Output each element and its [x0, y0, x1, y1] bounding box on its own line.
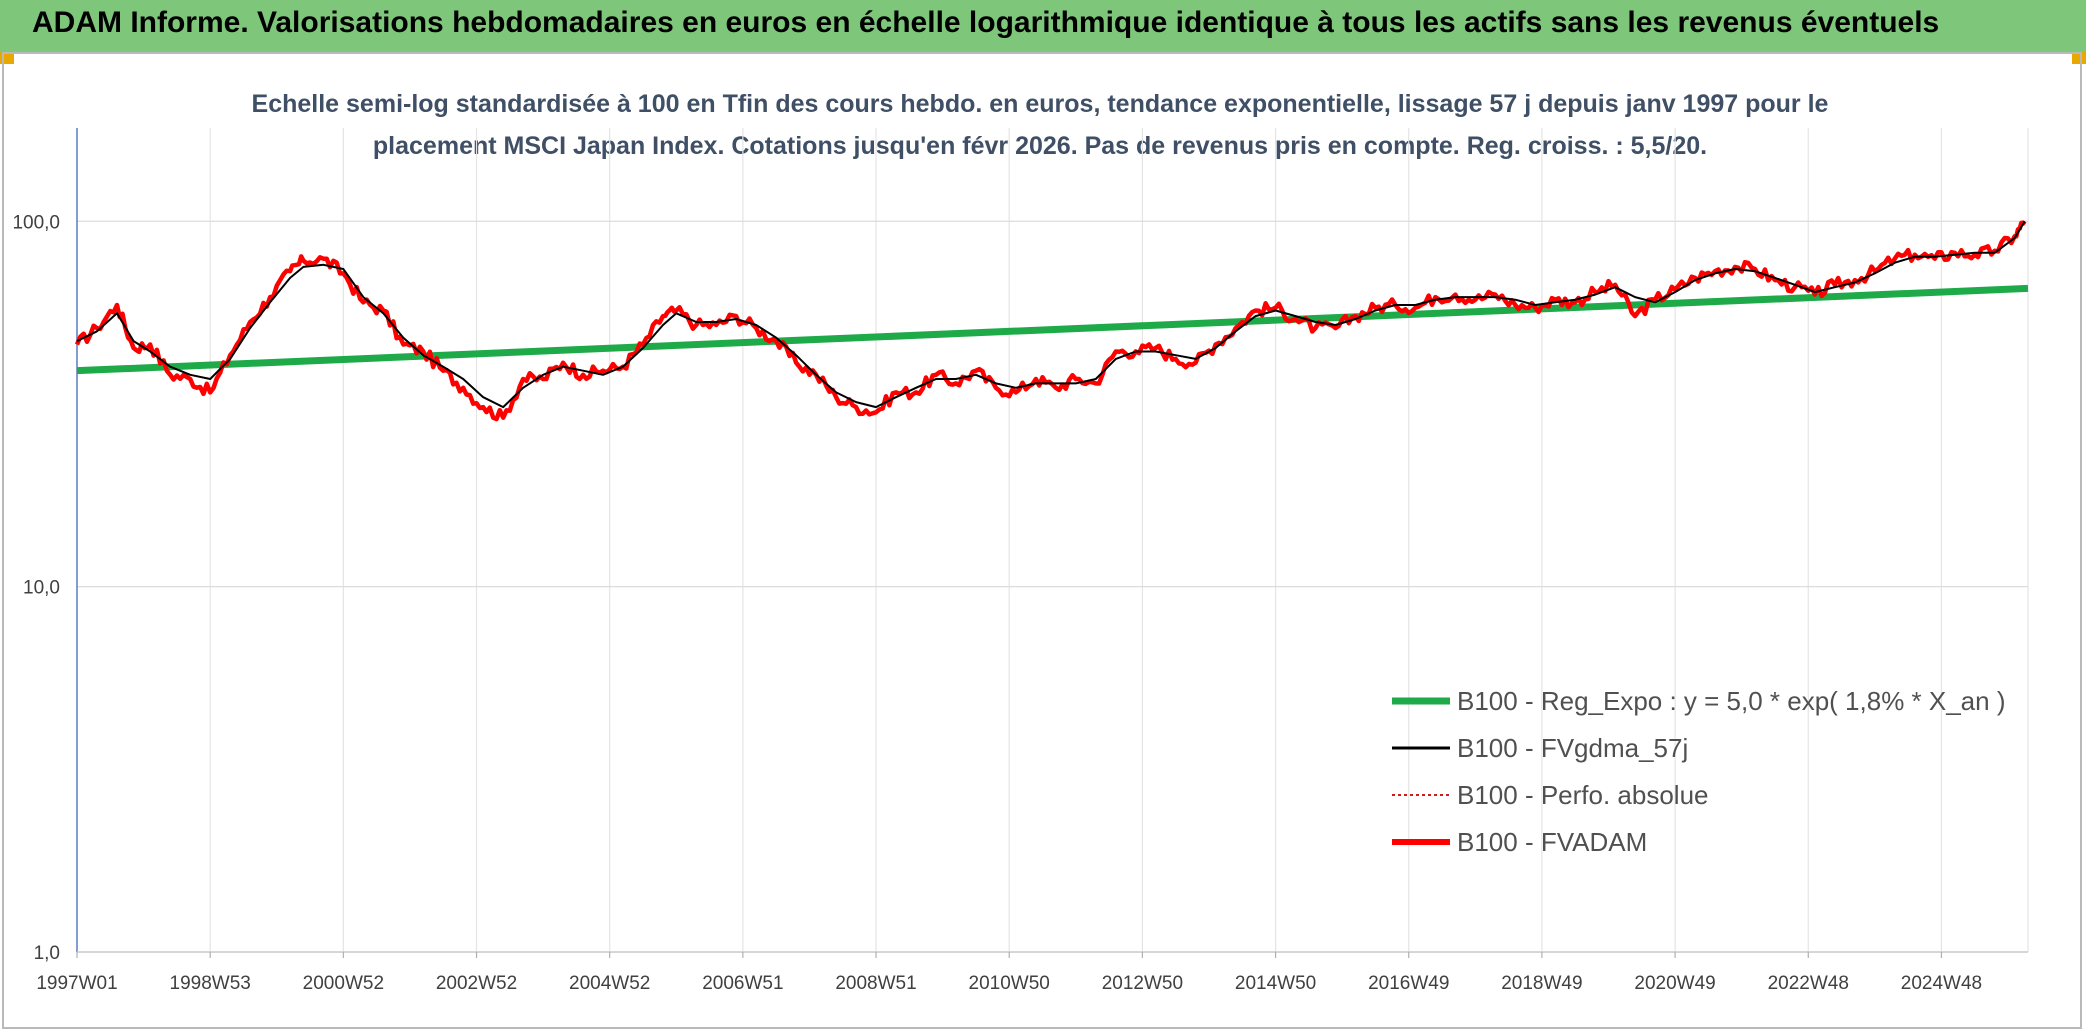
x-tick-label: 2006W51 — [702, 973, 783, 994]
grid-lines — [76, 128, 2029, 952]
x-tick-label: 2000W52 — [303, 973, 384, 994]
x-tick-label: 2024W48 — [1901, 973, 1982, 994]
series-fvadam-line — [74, 219, 2027, 422]
legend-label: B100 - FVgdma_57j — [1457, 733, 1688, 763]
x-tick-label: 2016W49 — [1368, 973, 1449, 994]
legend-label: B100 - Perfo. absolue — [1457, 780, 1709, 810]
x-tick-label: 2022W48 — [1768, 973, 1849, 994]
title-banner: ADAM Informe. Valorisations hebdomadaire… — [0, 0, 2086, 52]
x-tick-label: 2020W49 — [1634, 973, 1715, 994]
series-lines — [74, 219, 2029, 422]
legend: B100 - Reg_Expo : y = 5,0 * exp( 1,8% * … — [1392, 686, 2006, 857]
corner-marker-right — [2072, 52, 2086, 64]
y-tick-label: 1,0 — [34, 943, 60, 964]
y-tick-label: 100,0 — [12, 212, 60, 233]
axis-ticks: 1997W01 1998W53 2000W52 2002W52 2004W52 2006W… — [12, 212, 1982, 994]
x-tick-label: 2018W49 — [1501, 973, 1582, 994]
series-fvgdma-line — [76, 220, 2026, 409]
legend-label: B100 - FVADAM — [1457, 827, 1647, 857]
x-tick-label: 1997W01 — [36, 973, 117, 994]
chart-subtitle-line-1: Echelle semi-log standardisée à 100 en T… — [252, 90, 1829, 118]
x-tick-label: 2004W52 — [569, 973, 650, 994]
x-tick-label: 2008W51 — [835, 973, 916, 994]
x-tick-label: 2014W50 — [1235, 973, 1316, 994]
y-tick-label: 10,0 — [23, 578, 60, 599]
x-tick-label: 2010W50 — [969, 973, 1050, 994]
chart-frame — [2, 52, 2082, 1029]
x-tick-label: 2002W52 — [436, 973, 517, 994]
series-reg-expo-line — [76, 284, 2029, 375]
legend-label: B100 - Reg_Expo : y = 5,0 * exp( 1,8% * … — [1457, 686, 2006, 716]
x-tick-label: 2012W50 — [1102, 973, 1183, 994]
banner-title: ADAM Informe. Valorisations hebdomadaire… — [32, 6, 1940, 39]
chart-subtitle-line-2: placement MSCI Japan Index. Cotations ju… — [373, 132, 1707, 160]
x-tick-label: 1998W53 — [170, 973, 251, 994]
